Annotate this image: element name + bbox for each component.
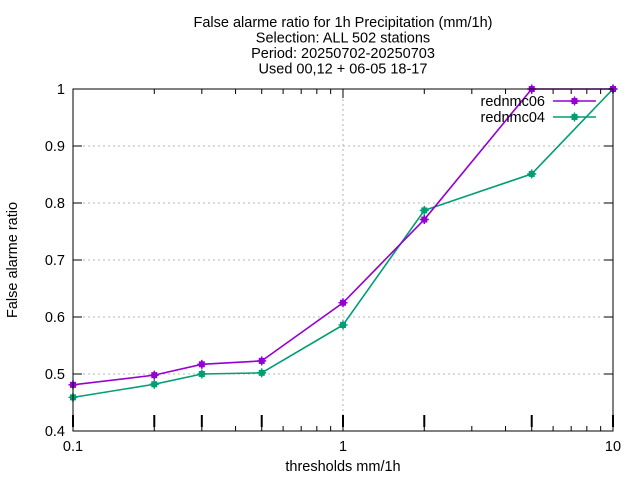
title-line-0: False alarme ratio for 1h Precipitation … [194,15,493,31]
y-tick-label-5: 0.9 [45,139,65,155]
x-tick-label-0: 0.1 [63,439,83,455]
y-tick-label-3: 0.7 [45,253,65,269]
data-point-rednmc06-5 [419,215,429,225]
series-line-rednmc04 [72,88,614,399]
y-tick-label-1: 0.5 [45,367,65,383]
grid-lines [73,89,613,431]
legend-marker-rednmc06 [570,96,579,106]
legend-label-rednmc06: rednmc06 [481,94,545,110]
data-point-rednmc04-2 [197,369,207,379]
data-point-rednmc06-2 [197,359,207,369]
data-point-rednmc06-3 [257,356,267,366]
data-point-rednmc04-1 [149,379,159,389]
chart-title: False alarme ratio for 1h Precipitation … [194,15,493,78]
title-line-1: Selection: ALL 502 stations [256,31,430,47]
legend-marker-rednmc04 [570,112,579,122]
axis-ticks: 0.4 0.5 0.6 0.7 0.8 0.9 1 0.1 1 10 [45,82,621,455]
y-tick-label-4: 0.8 [45,196,65,212]
data-point-rednmc06-1 [149,370,159,380]
data-point-rednmc06-4 [338,298,348,308]
x-tick-label-2: 10 [605,439,621,455]
y-tick-label-0: 0.4 [45,424,65,440]
data-point-rednmc04-5 [419,205,429,215]
data-point-rednmc04-3 [257,368,267,378]
plot-frame [72,88,614,432]
title-line-3: Used 00,12 + 06-05 18-17 [259,62,428,78]
x-tick-label-1: 1 [339,439,347,455]
y-tick-label-6: 1 [57,82,65,98]
title-line-2: Period: 20250702-20250703 [251,46,435,62]
data-point-rednmc04-4 [338,320,348,330]
data-point-rednmc04-6 [527,169,537,179]
x-axis-label: thresholds mm/1h [285,459,400,475]
legend-label-rednmc04: rednmc04 [481,110,545,126]
series-line-rednmc06 [72,88,613,386]
y-axis-label: False alarme ratio [5,202,21,318]
y-tick-label-2: 0.6 [45,310,65,326]
